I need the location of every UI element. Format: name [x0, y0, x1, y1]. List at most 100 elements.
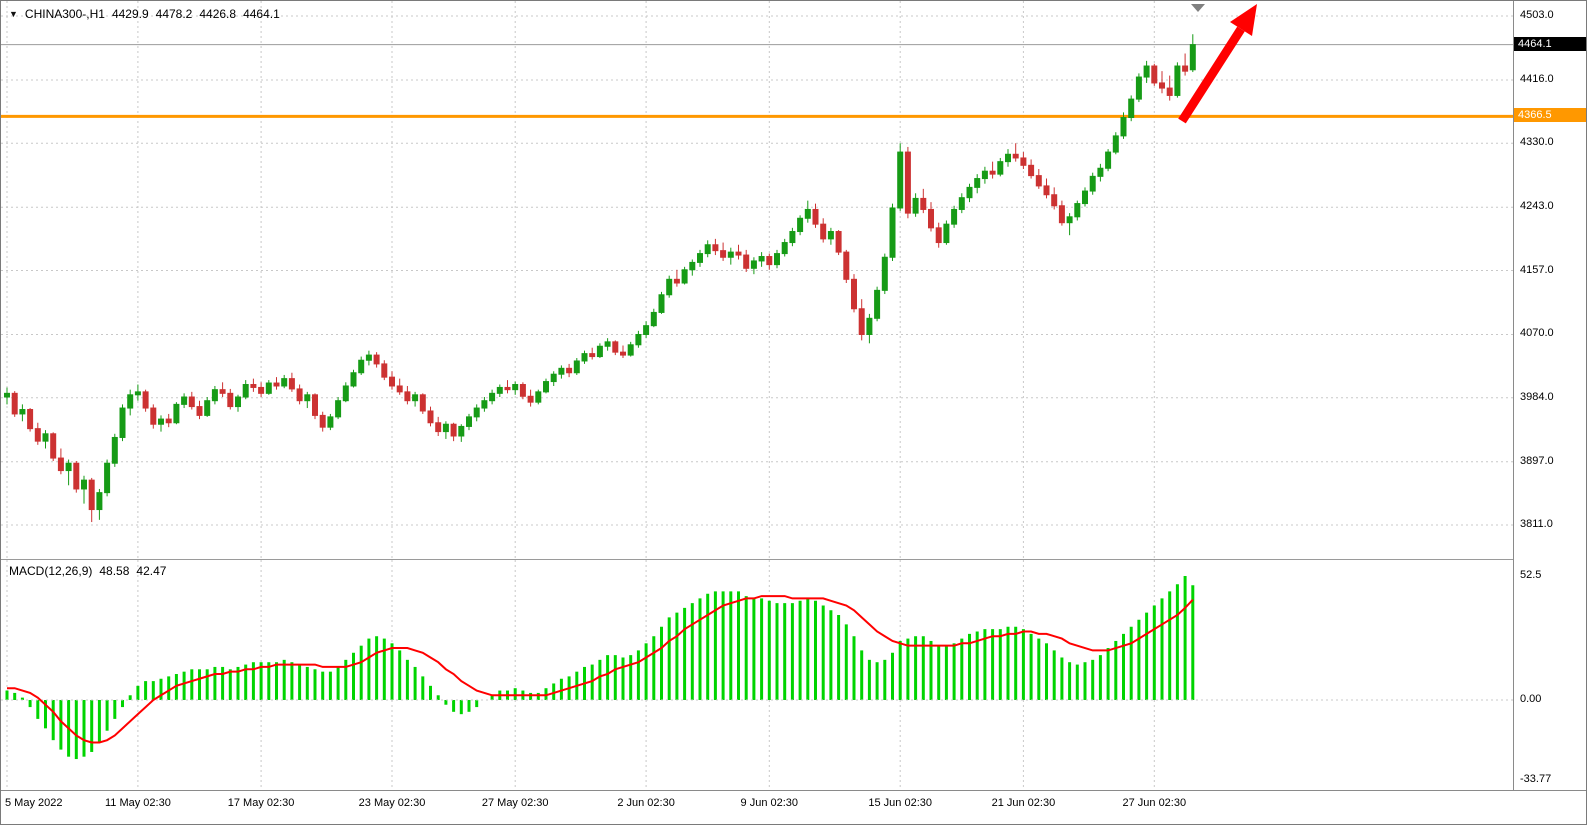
candle-body — [165, 418, 172, 424]
price-gridlines — [1, 15, 1514, 526]
macd-indicator-label: MACD(12,26,9) — [9, 564, 93, 578]
candle-body — [265, 382, 272, 394]
candle-body — [820, 223, 827, 240]
price-axis[interactable]: 4503.0 4416.0 4330.0 4243.0 4157.0 4070.0 3984… — [1513, 1, 1586, 824]
candle-body — [904, 151, 911, 214]
candle-body — [88, 479, 95, 511]
candle-body — [843, 251, 850, 280]
candle-body — [974, 178, 981, 188]
candle-body — [204, 400, 211, 416]
macd-axis-label: -33.77 — [1520, 772, 1552, 785]
candle-body — [1020, 157, 1027, 166]
symbol-dropdown-icon[interactable]: ▼ — [9, 9, 18, 19]
candle-body — [466, 416, 472, 427]
candle-body — [920, 197, 927, 210]
candle-body — [111, 436, 118, 464]
candle-body — [427, 410, 434, 424]
candle-body — [134, 391, 141, 396]
candle-body — [581, 353, 588, 362]
candle-body — [288, 378, 295, 390]
price-axis-label: 4503.0 — [1520, 9, 1554, 21]
price-axis-label: 3984.0 — [1520, 390, 1554, 403]
candle-body — [573, 360, 580, 374]
candle-body — [450, 423, 457, 437]
candle-body — [720, 250, 727, 258]
candle-body — [766, 256, 773, 266]
price-axis-label: 4416.0 — [1520, 72, 1554, 85]
candle-body — [1182, 65, 1189, 72]
candle-body — [612, 341, 619, 353]
current-price-badge: 4464.1 — [1514, 36, 1586, 51]
time-gridlines-main — [6, 1, 1155, 559]
candle-body — [504, 386, 511, 391]
candle-body — [350, 372, 357, 387]
candle-body — [1058, 205, 1065, 224]
candle-body — [4, 392, 10, 398]
level-line-badge: 4366.5 — [1514, 108, 1586, 123]
candle-body — [419, 394, 426, 412]
arrow-shaft — [1178, 26, 1245, 124]
panel-divider[interactable] — [1, 559, 1514, 560]
candle-body — [373, 354, 380, 365]
time-axis-label: 17 May 02:30 — [227, 797, 295, 809]
time-axis[interactable]: 5 May 2022 11 May 02:30 17 May 02:30 23 May… — [1, 790, 1586, 824]
candle-body — [704, 244, 711, 255]
candle-body — [1105, 151, 1112, 169]
price-axis-label: 4243.0 — [1520, 200, 1554, 213]
candle-body — [196, 406, 203, 416]
candle-body — [758, 256, 765, 262]
candle-body — [11, 392, 18, 415]
candle-body — [912, 197, 919, 214]
candle-body — [150, 407, 157, 425]
candle-body — [789, 231, 796, 244]
candle-body — [958, 197, 965, 210]
time-gridlines-macd — [6, 560, 1155, 790]
candle-body — [897, 151, 904, 209]
chart-shift-marker[interactable] — [1191, 4, 1205, 12]
price-axis-label: 4330.0 — [1520, 136, 1554, 149]
candle-body — [643, 325, 650, 335]
price-chart-canvas[interactable] — [1, 1, 1514, 559]
candle-body — [281, 378, 288, 387]
candle-body — [473, 407, 480, 418]
candle-body — [543, 381, 549, 393]
candle-body — [312, 394, 318, 416]
candle-body — [774, 253, 780, 266]
candle-body — [935, 227, 942, 244]
candle-body — [527, 395, 534, 403]
open-value: 4429.9 — [111, 7, 149, 21]
candle-body — [1089, 175, 1096, 192]
macd-main-value: 48.58 — [99, 564, 130, 578]
candle-body — [327, 416, 334, 428]
candle-body — [181, 396, 188, 405]
symbol-period-label: CHINA300-,H1 — [24, 7, 105, 21]
candle-body — [1135, 76, 1142, 100]
candle-body — [658, 294, 665, 313]
candle-body — [1174, 65, 1181, 96]
macd-indicator-canvas[interactable] — [1, 560, 1514, 790]
candle-body — [989, 170, 996, 175]
arrow-head — [1230, 4, 1257, 36]
candle-body — [235, 396, 241, 408]
candle-body — [50, 433, 57, 459]
arrow-annotation[interactable] — [1178, 4, 1257, 124]
candle-body — [73, 462, 80, 490]
macd-histogram — [5, 575, 1195, 760]
candle-body — [1028, 164, 1035, 177]
candle-body — [158, 418, 164, 425]
price-axis-label: 3811.0 — [1520, 518, 1553, 530]
time-axis-label: 23 May 02:30 — [358, 797, 426, 809]
candle-body — [404, 391, 411, 402]
candle-body — [712, 244, 719, 252]
candle-body — [496, 386, 503, 394]
candle-body — [550, 373, 557, 383]
candle-body — [381, 363, 388, 378]
candle-body — [743, 254, 750, 269]
candle-body — [512, 384, 519, 391]
candle-body — [1082, 190, 1088, 205]
candle-body — [951, 208, 958, 225]
candle-body — [481, 400, 488, 409]
candle-body — [1189, 44, 1196, 71]
candle-body — [596, 345, 603, 358]
candle-body — [365, 354, 372, 361]
